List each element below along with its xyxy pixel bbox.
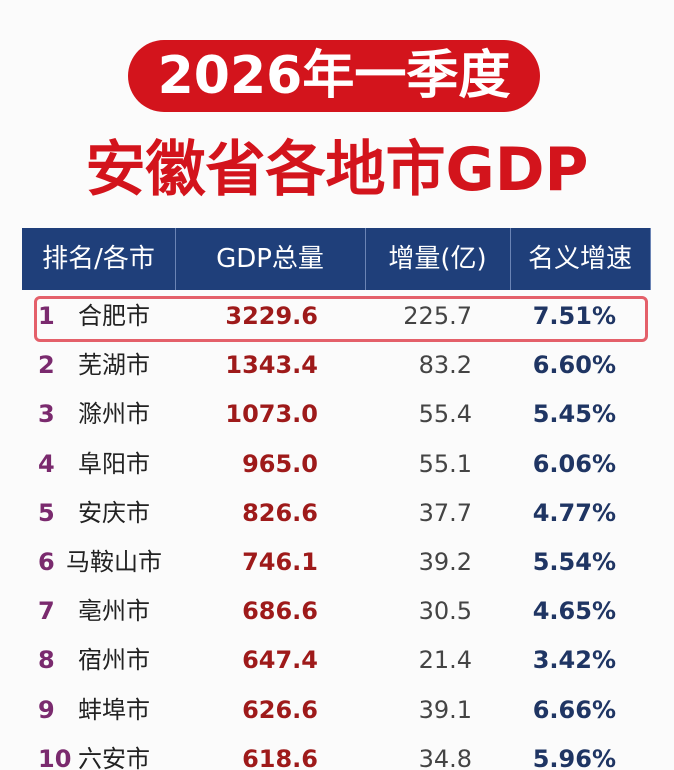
growth-rate: 6.66%	[532, 695, 616, 724]
city: 合肥市	[78, 302, 150, 330]
increment: 39.1	[418, 695, 472, 724]
column-header: GDP总量	[175, 228, 366, 290]
increment: 55.1	[418, 449, 472, 478]
subtitle: 安徽省各地市GDP	[85, 135, 589, 205]
growth-rate: 7.51%	[532, 302, 616, 330]
gdp-value: 626.6	[242, 695, 318, 724]
rank: 9	[38, 695, 55, 724]
city: 滁州市	[78, 400, 150, 429]
gdp-value: 1073.0	[225, 400, 318, 429]
gdp-value: 3229.6	[225, 302, 318, 330]
gdp-value: 1343.4	[225, 351, 318, 380]
city: 蚌埠市	[78, 695, 150, 724]
column-header: 排名/各市	[22, 228, 176, 290]
increment: 225.7	[403, 302, 472, 330]
column-header: 名义增速	[510, 228, 651, 290]
increment: 37.7	[418, 498, 472, 527]
rank: 7	[38, 597, 55, 626]
growth-rate: 4.65%	[532, 597, 616, 626]
city: 阜阳市	[78, 449, 150, 478]
rank: 10	[38, 744, 72, 770]
growth-rate: 5.54%	[532, 548, 616, 576]
highlight-box	[34, 296, 648, 342]
growth-rate: 5.45%	[532, 400, 616, 429]
increment: 83.2	[418, 351, 472, 380]
gdp-value: 618.6	[242, 744, 318, 770]
city: 六安市	[78, 744, 150, 770]
growth-rate: 4.77%	[532, 498, 616, 527]
city: 亳州市	[78, 597, 150, 626]
gdp-value: 965.0	[242, 449, 318, 478]
increment: 55.4	[418, 400, 472, 429]
rank: 8	[38, 646, 55, 675]
gdp-value: 746.1	[242, 548, 318, 576]
rank: 3	[38, 400, 55, 429]
growth-rate: 6.06%	[532, 449, 616, 478]
rank: 5	[38, 498, 55, 527]
table-header	[22, 228, 650, 290]
rank: 2	[38, 351, 55, 380]
rank: 6	[38, 548, 55, 576]
column-header: 增量(亿)	[365, 228, 511, 290]
title-pill: 2026年一季度	[128, 40, 540, 112]
city: 安庆市	[78, 498, 150, 527]
gdp-value: 826.6	[242, 498, 318, 527]
increment: 30.5	[418, 597, 472, 626]
gdp-value: 647.4	[242, 646, 318, 675]
gdp-value: 686.6	[242, 597, 318, 626]
city: 宿州市	[78, 646, 150, 675]
growth-rate: 3.42%	[532, 646, 616, 675]
growth-rate: 6.60%	[532, 351, 616, 380]
rank: 4	[38, 449, 55, 478]
increment: 21.4	[418, 646, 472, 675]
rank: 1	[38, 302, 55, 330]
increment: 34.8	[418, 744, 472, 770]
increment: 39.2	[418, 548, 472, 576]
city: 芜湖市	[78, 351, 150, 380]
growth-rate: 5.96%	[532, 744, 616, 770]
city: 马鞍山市	[66, 548, 162, 576]
